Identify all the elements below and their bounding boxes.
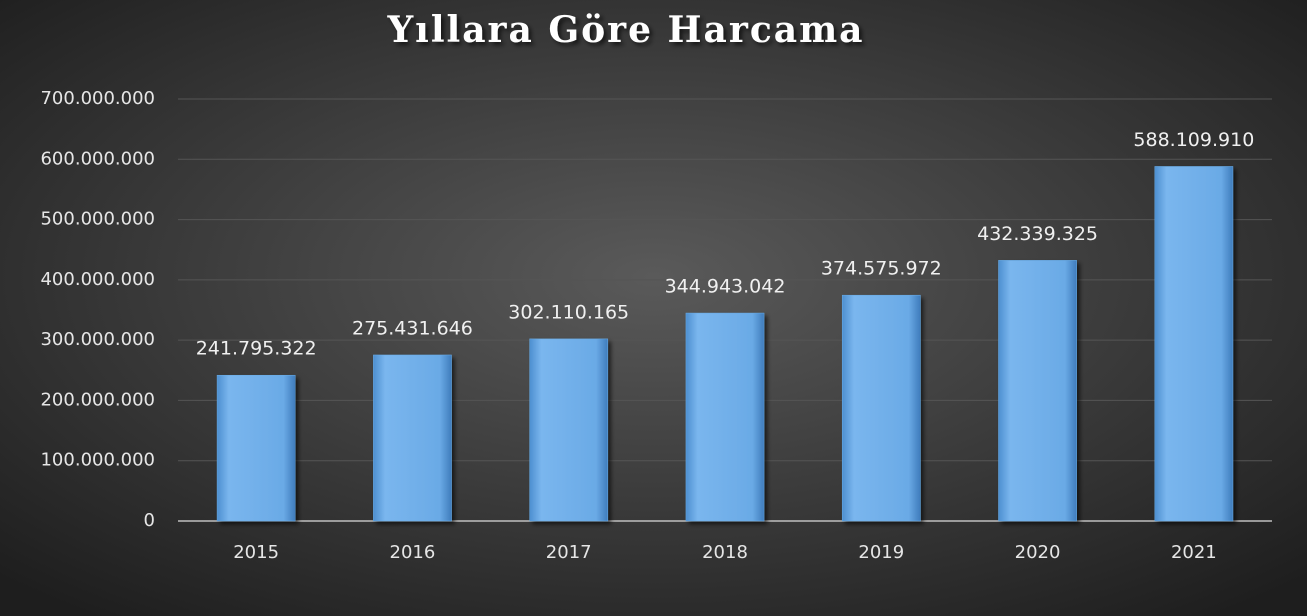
y-tick-label: 300.000.000: [40, 329, 155, 350]
y-tick-label: 700.000.000: [40, 88, 155, 109]
y-tick-label: 500.000.000: [40, 209, 155, 230]
value-label: 344.943.042: [665, 276, 786, 298]
y-tick-label: 100.000.000: [40, 450, 155, 471]
y-tick-label: 600.000.000: [40, 148, 155, 169]
value-label: 241.795.322: [196, 338, 317, 360]
y-tick-label: 400.000.000: [40, 269, 155, 290]
x-tick-label: 2018: [702, 542, 748, 563]
value-label: 432.339.325: [977, 223, 1098, 245]
value-label: 374.575.972: [821, 258, 942, 280]
chart-title: Yıllara Göre Harcama: [386, 9, 864, 51]
bar: [841, 294, 921, 522]
y-tick-label: 0: [144, 510, 155, 531]
value-label: 588.109.910: [1133, 129, 1254, 151]
bar: [529, 338, 609, 522]
bar: [998, 260, 1077, 522]
x-tick-label: 2020: [1015, 542, 1061, 563]
bar: [216, 374, 296, 522]
y-tick-label: 200.000.000: [40, 389, 155, 410]
x-tick-label: 2015: [233, 542, 279, 563]
x-tick-label: 2016: [390, 542, 436, 563]
x-tick-label: 2017: [546, 542, 592, 563]
bar: [373, 354, 452, 522]
value-label: 275.431.646: [352, 317, 473, 339]
bar: [685, 312, 765, 522]
x-tick-label: 2019: [858, 542, 904, 563]
x-tick-label: 2021: [1171, 542, 1217, 563]
bar: [1154, 166, 1234, 522]
value-label: 302.110.165: [508, 301, 629, 323]
